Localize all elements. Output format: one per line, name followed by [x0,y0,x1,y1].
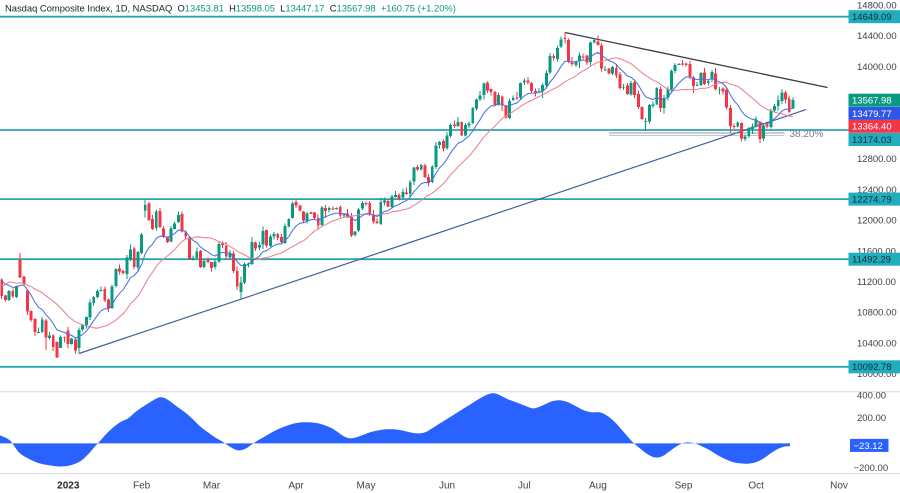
svg-text:14400.00: 14400.00 [857,31,897,42]
svg-text:Mar: Mar [203,480,221,491]
svg-text:Jul: Jul [518,480,531,491]
svg-text:Aug: Aug [589,480,607,491]
svg-text:14800.00: 14800.00 [857,0,897,11]
svg-text:10800.00: 10800.00 [857,308,897,319]
svg-text:11600.00: 11600.00 [857,246,896,257]
svg-text:−23.12: −23.12 [854,441,883,452]
svg-text:13479.77: 13479.77 [852,109,892,120]
svg-text:400.00: 400.00 [857,391,886,402]
svg-text:Oct: Oct [748,480,764,491]
svg-text:10000.00: 10000.00 [857,369,897,380]
svg-text:Nov: Nov [830,480,848,491]
svg-text:11492.29: 11492.29 [852,255,891,266]
svg-text:Jun: Jun [439,480,455,491]
svg-text:Feb: Feb [133,480,151,491]
svg-text:12800.00: 12800.00 [857,154,897,165]
svg-text:38.20%: 38.20% [790,129,824,140]
svg-text:10400.00: 10400.00 [857,338,897,349]
svg-text:14000.00: 14000.00 [857,62,897,73]
svg-text:Apr: Apr [288,480,304,491]
svg-text:2023: 2023 [57,480,80,491]
svg-text:May: May [357,480,376,491]
svg-text:−200.00: −200.00 [854,463,889,474]
svg-text:10092.78: 10092.78 [852,362,892,373]
svg-text:12400.00: 12400.00 [857,185,897,196]
svg-text:Nasdaq Composite Index, 1D, NA: Nasdaq Composite Index, 1D, NASDAQ O1345… [5,3,456,14]
svg-text:11200.00: 11200.00 [857,277,896,288]
svg-text:13567.98: 13567.98 [852,96,892,107]
svg-text:Sep: Sep [675,480,693,491]
svg-text:12274.79: 12274.79 [852,195,892,206]
svg-text:14649.09: 14649.09 [852,12,892,23]
svg-text:200.00: 200.00 [857,413,886,424]
svg-text:12000.00: 12000.00 [857,216,897,227]
svg-text:13364.40: 13364.40 [852,122,892,133]
svg-text:13174.03: 13174.03 [852,135,892,146]
